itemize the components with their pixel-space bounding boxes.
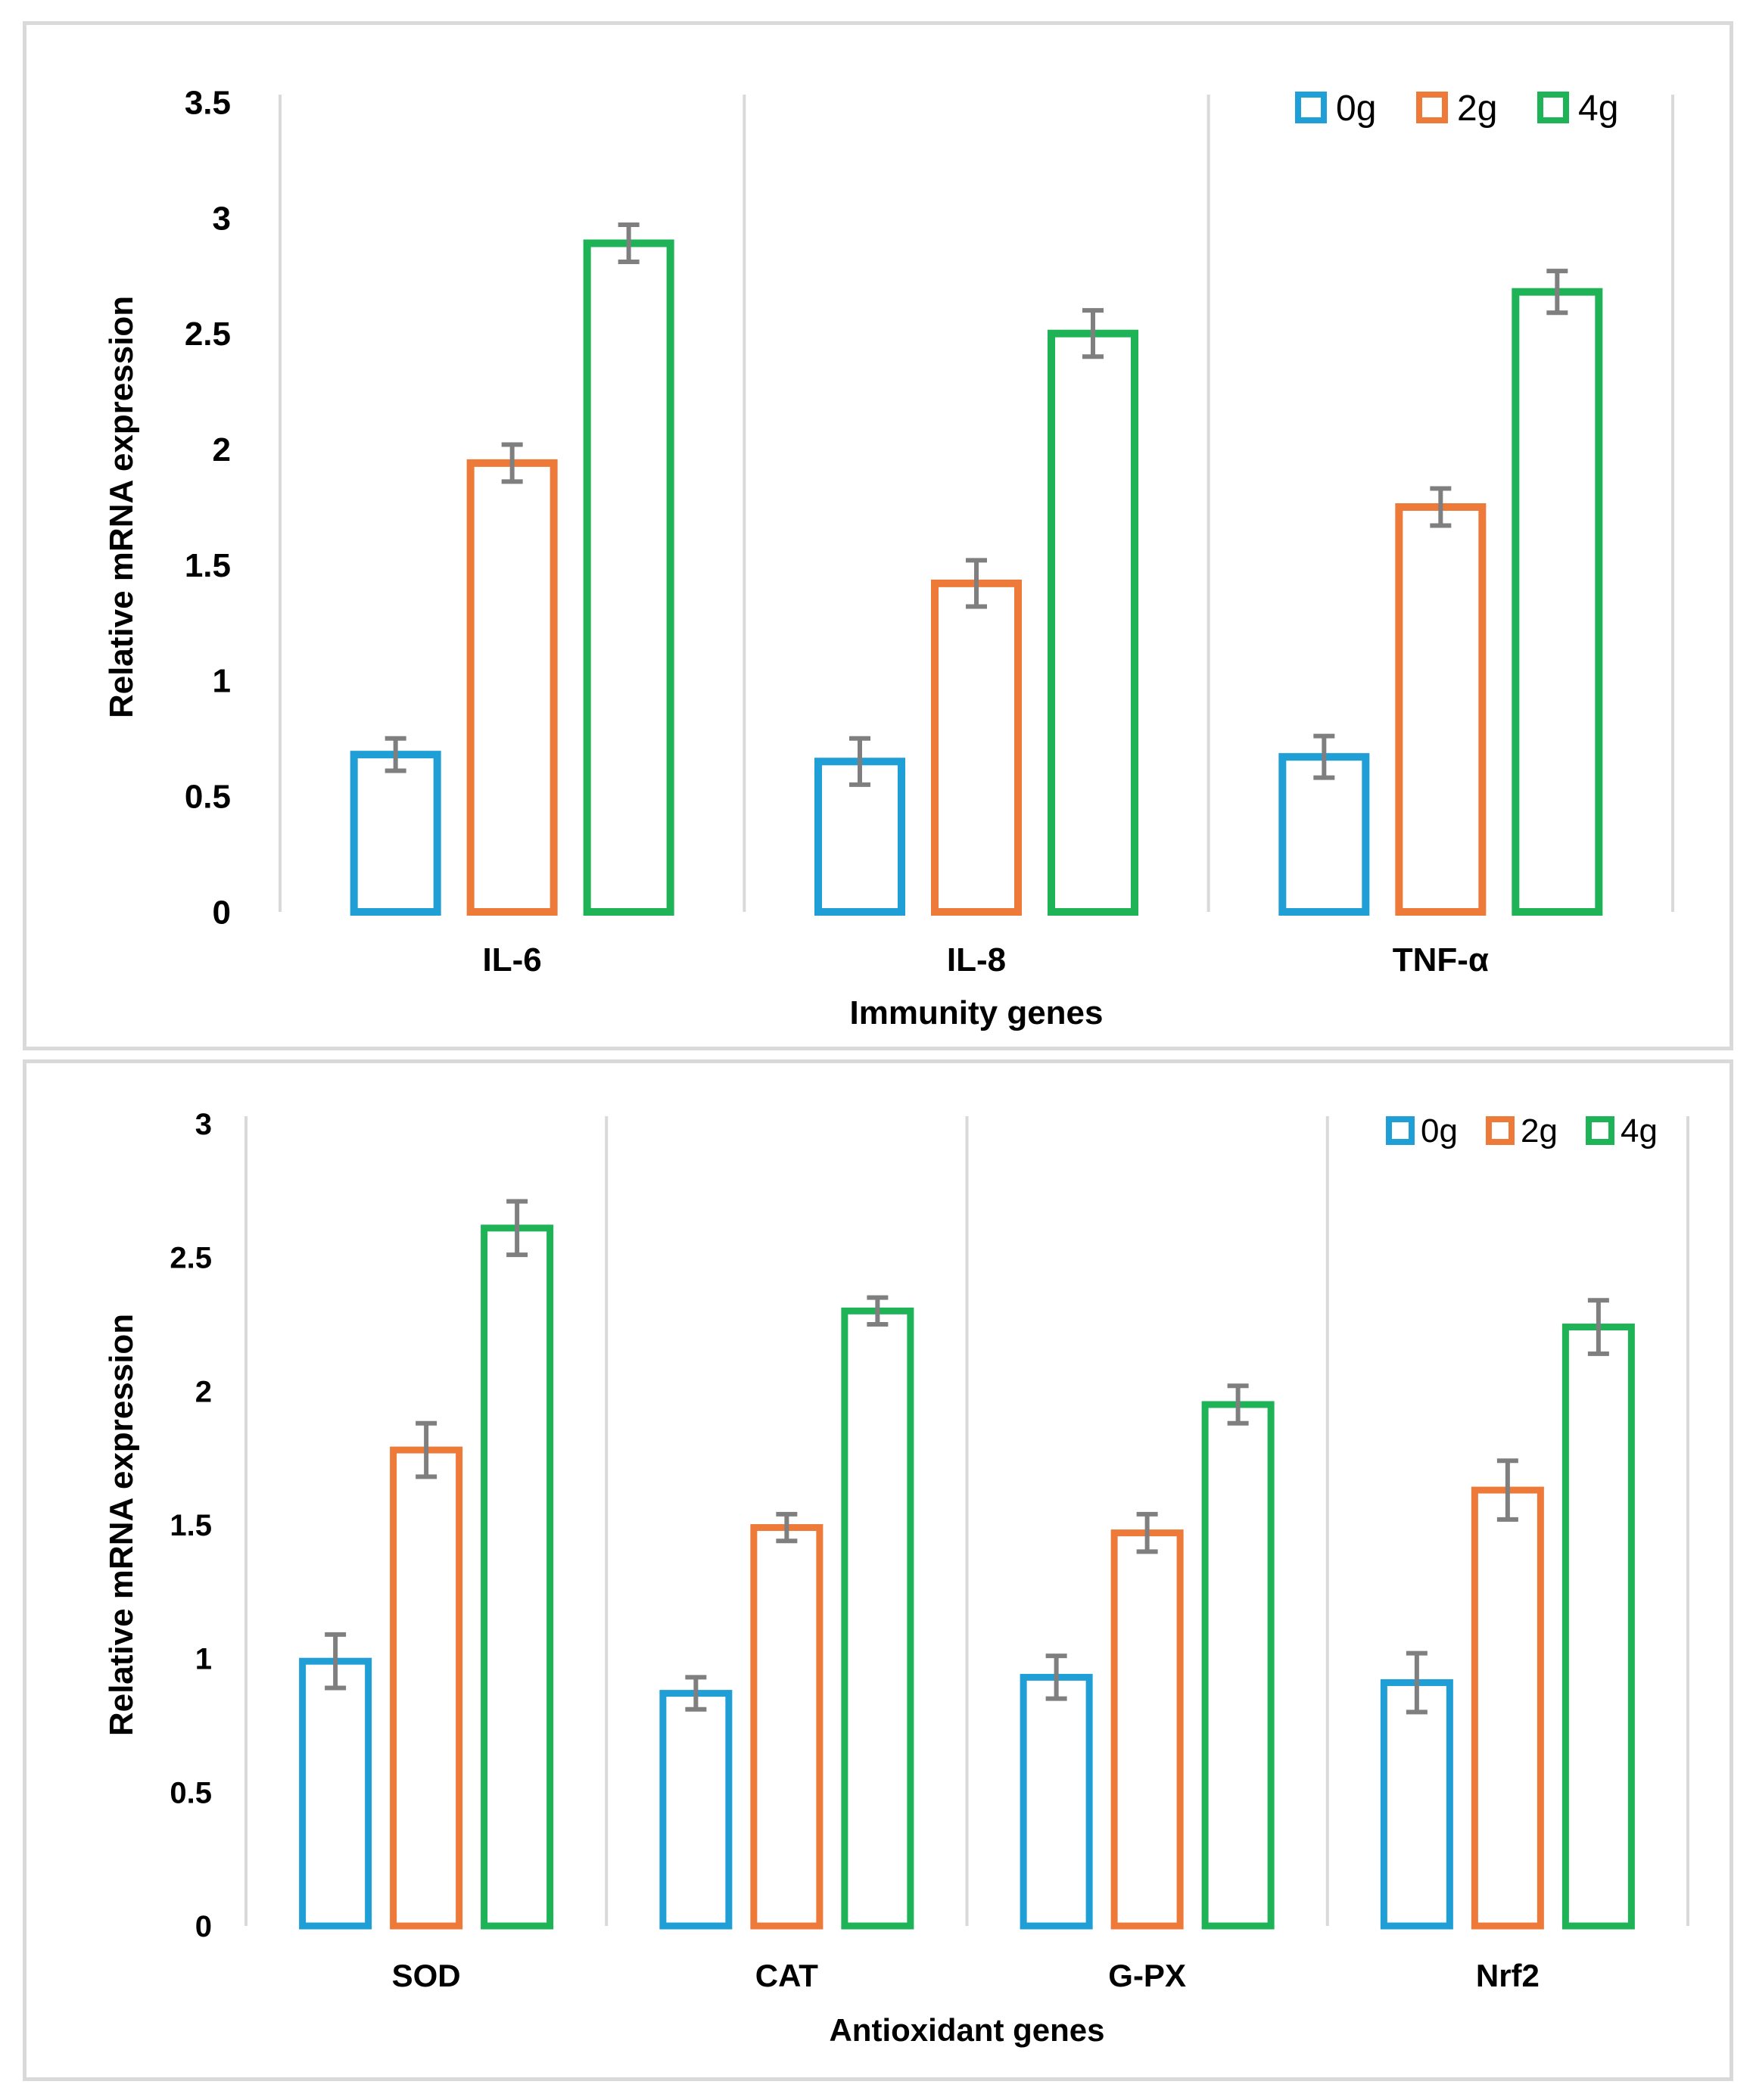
bar-0g-IL-8 [814,758,905,916]
y-tick-label: 0.5 [170,1776,212,1809]
legend-label-0g: 0g [1421,1112,1458,1150]
immunity-chart: 0 0.5 1 1.5 2 2.5 3 3.5 Relative mRNA expression… [103,84,1674,1031]
bar-4g-G-PX [1201,1401,1275,1930]
bar-4g-CAT [841,1307,914,1930]
legend-swatch-0g [1386,1116,1415,1145]
y-tick-label: 1.5 [170,1509,212,1542]
y-tick-label: 3.5 [185,84,231,121]
x-category-label: G-PX [1108,1958,1186,1993]
x-category-label: Nrf2 [1476,1958,1540,1993]
bar-0g-CAT [659,1690,733,1930]
bar-4g-IL-8 [1048,329,1138,916]
legend-swatch-4g [1586,1116,1614,1145]
bar-4g-TNF-α [1512,288,1603,916]
x-axis-title: Antioxidant genes [829,2012,1104,2048]
bar-0g-Nrf2 [1380,1678,1453,1930]
y-tick-label: 2 [213,431,231,468]
legend: 0g 2g 4g [1386,1112,1658,1150]
bar-2g-Nrf2 [1471,1486,1544,1930]
bar-0g-IL-6 [350,751,441,916]
bar-2g-G-PX [1110,1529,1184,1930]
legend: 0g 2g 4g [1295,89,1618,129]
bar-4g-IL-6 [583,239,674,916]
legend-label-2g: 2g [1457,89,1497,129]
legend-label-4g: 4g [1578,89,1618,129]
bar-0g-G-PX [1020,1673,1093,1930]
bar-0g-SOD [299,1657,372,1930]
antioxidant-chart: 0 0.5 1 1.5 2 2.5 3 Relative mRNA expression SOD… [103,1108,1689,2048]
x-category-label: SOD [392,1958,461,1993]
bar-2g-CAT [750,1524,824,1930]
legend-label-4g: 4g [1621,1112,1658,1150]
y-tick-label: 3 [195,1108,212,1141]
y-tick-label: 1.5 [185,547,231,584]
legend-label-2g: 2g [1521,1112,1558,1150]
y-tick-label: 2 [195,1375,212,1408]
bar-2g-SOD [390,1446,463,1930]
x-axis-title: Immunity genes [850,994,1104,1031]
x-category-label: TNF-α [1393,941,1489,978]
x-category-label: IL-8 [947,941,1006,978]
bar-2g-IL-8 [931,579,1022,916]
legend-swatch-0g [1295,92,1327,123]
legend-swatch-2g [1416,92,1448,123]
x-category-label: CAT [755,1958,819,1993]
bar-4g-SOD [481,1224,554,1930]
y-tick-label: 0 [195,1910,212,1943]
bar-0g-TNF-α [1278,753,1370,916]
immunity-chart-panel: 0 0.5 1 1.5 2 2.5 3 3.5 Relative mRNA expression… [23,21,1733,1050]
y-tick-label: 2.5 [170,1242,212,1275]
bar-2g-IL-6 [466,459,558,916]
bar-2g-TNF-α [1395,503,1487,916]
legend-swatch-2g [1486,1116,1515,1145]
y-axis-title: Relative mRNA expression [103,296,140,718]
x-category-label: IL-6 [483,941,542,978]
y-tick-label: 0.5 [185,779,231,816]
y-tick-label: 1 [195,1643,212,1676]
y-axis-title: Relative mRNA expression [103,1314,140,1736]
legend-label-0g: 0g [1336,89,1376,129]
antioxidant-chart-panel: 0 0.5 1 1.5 2 2.5 3 Relative mRNA expression SOD… [23,1059,1733,2081]
bar-4g-Nrf2 [1561,1324,1635,1930]
legend-swatch-4g [1537,92,1569,123]
y-tick-label: 3 [213,200,231,237]
y-tick-label: 0 [213,894,231,931]
y-tick-label: 2.5 [185,316,231,353]
y-tick-label: 1 [213,663,231,700]
